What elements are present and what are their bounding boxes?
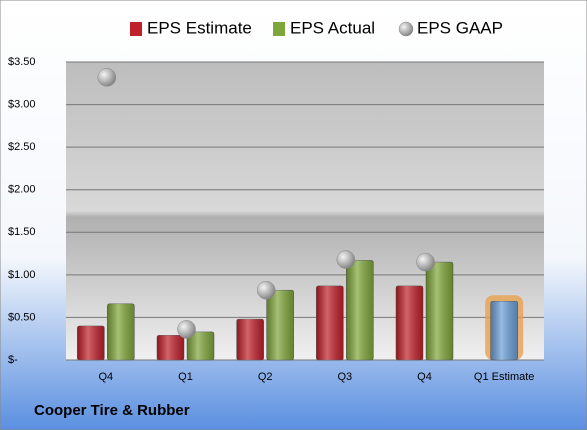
legend-marker bbox=[273, 22, 285, 36]
x-tick-label: Q1 Estimate bbox=[474, 371, 535, 383]
legend-marker bbox=[398, 21, 414, 37]
legend-label: EPS Estimate bbox=[147, 18, 252, 37]
y-tick-label: $2.00 bbox=[8, 184, 36, 196]
bar bbox=[236, 318, 264, 361]
x-tick-label: Q3 bbox=[337, 371, 352, 383]
legend-marker bbox=[130, 22, 142, 36]
y-tick-label: $3.50 bbox=[8, 56, 36, 68]
plot-area bbox=[66, 62, 544, 360]
y-tick-label: $- bbox=[8, 354, 18, 366]
bar bbox=[425, 261, 454, 361]
y-tick-label: $1.50 bbox=[8, 226, 36, 238]
x-tick-label: Q1 bbox=[178, 371, 193, 383]
legend-label: EPS GAAP bbox=[417, 18, 503, 37]
bar bbox=[316, 285, 344, 361]
bar bbox=[107, 303, 135, 361]
y-tick-label: $2.50 bbox=[8, 141, 36, 153]
bar bbox=[395, 285, 424, 361]
x-tick-label: Q4 bbox=[98, 371, 113, 383]
bar bbox=[156, 335, 185, 361]
bar bbox=[77, 325, 105, 361]
legend-label: EPS Actual bbox=[290, 18, 375, 37]
x-tick-label: Q4 bbox=[417, 371, 432, 383]
bubble bbox=[177, 320, 196, 339]
bar bbox=[346, 260, 374, 361]
y-tick-label: $0.50 bbox=[8, 311, 36, 323]
legend: EPS Estimate EPS Actual EPS GAAP bbox=[130, 18, 503, 37]
y-tick-label: $3.00 bbox=[8, 98, 36, 110]
bubble bbox=[97, 68, 117, 87]
bubble bbox=[336, 250, 356, 269]
y-tick-label: $1.00 bbox=[8, 269, 36, 281]
bar bbox=[490, 301, 518, 361]
bubble bbox=[256, 280, 276, 300]
bar bbox=[266, 289, 294, 361]
bubble bbox=[416, 252, 435, 272]
chart-title: Cooper Tire & Rubber bbox=[34, 402, 190, 419]
x-tick-label: Q2 bbox=[258, 371, 273, 383]
